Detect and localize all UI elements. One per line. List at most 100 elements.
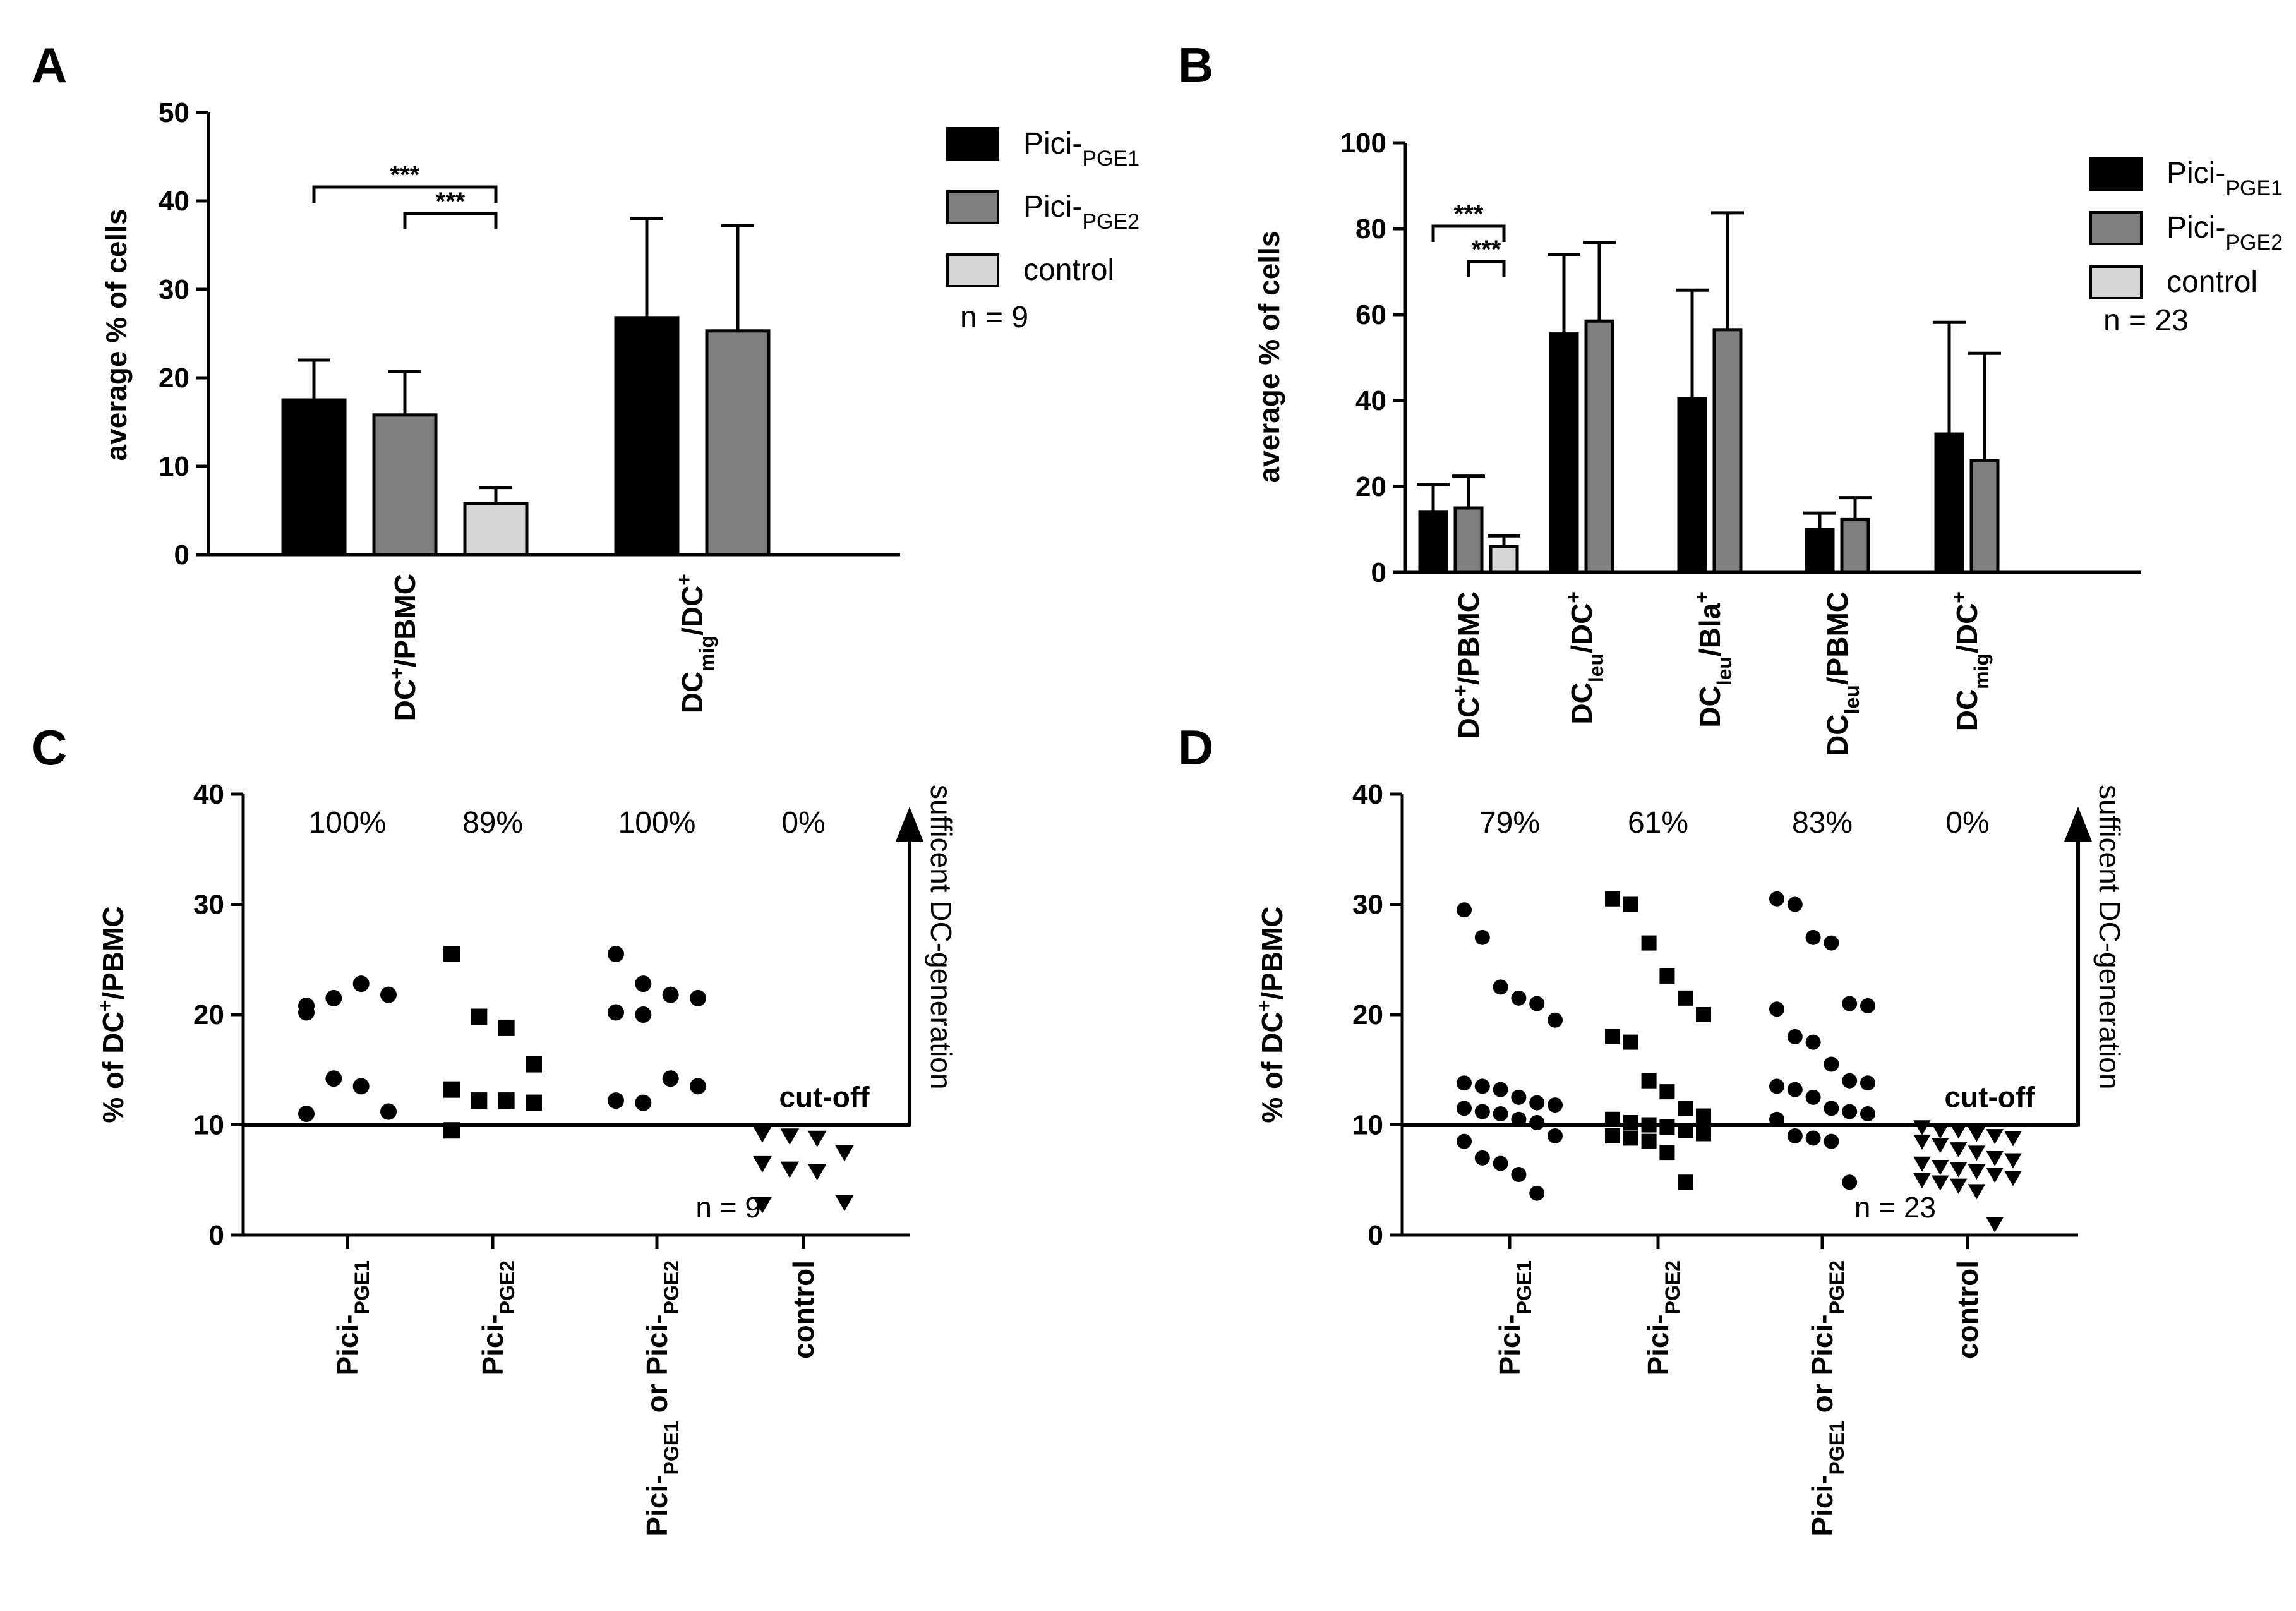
panel-c-percent-label: 100% bbox=[309, 806, 387, 840]
panel-d-point bbox=[1529, 1095, 1545, 1111]
panel-b-plot: 0 20 40 60 80 100 DC+/PBMC DCleu/DC+ DCleu/Bla+ D… bbox=[1340, 128, 2141, 756]
panel-c-percent-label: 0% bbox=[781, 806, 825, 840]
panel-c-point bbox=[807, 1164, 827, 1181]
panel-d-point bbox=[1641, 1073, 1657, 1089]
panel-d-point bbox=[1641, 1117, 1657, 1133]
panel-d-point bbox=[1787, 1029, 1803, 1044]
panel-d-point bbox=[1932, 1160, 1949, 1176]
panel-b-significance-bracket bbox=[1467, 260, 1506, 277]
panel-d-point bbox=[1805, 929, 1821, 945]
panel-c-point bbox=[753, 1126, 772, 1143]
panel-b-x-tick-label: DCleu/DC+ bbox=[1562, 591, 1608, 725]
panel-a-ylabel: average % of cells bbox=[100, 209, 133, 461]
panel-b-y-tick-label: 20 bbox=[1355, 471, 1386, 502]
panel-a-y-tick-label: 40 bbox=[159, 186, 189, 217]
panel-d-arrow-label: sufficent DC-generation bbox=[2093, 785, 2126, 1089]
panel-d-point bbox=[1474, 1150, 1490, 1166]
panel-c-point bbox=[298, 1106, 315, 1123]
panel-d-point bbox=[1659, 1119, 1675, 1135]
panel-d-y-tick-label: 40 bbox=[1352, 779, 1383, 810]
panel-d-point bbox=[1860, 1106, 1875, 1122]
panel-d-percent-label: 79% bbox=[1479, 806, 1540, 840]
panel-d-plot: 0 10 20 30 40 % of DC+/PBMC sufficent DC-gener… bbox=[1253, 779, 2126, 1536]
panel-d-point bbox=[1805, 1130, 1821, 1146]
panel-d-arrow-head bbox=[2064, 807, 2092, 842]
panel-d-point bbox=[2004, 1131, 2022, 1147]
panel-d-point bbox=[1860, 998, 1875, 1014]
panel-d-point bbox=[1949, 1123, 1968, 1139]
panel-d-point bbox=[1474, 1078, 1490, 1094]
panel-c-point bbox=[325, 989, 342, 1006]
panel-b-bar bbox=[1584, 319, 1614, 574]
panel-a-x-tick-label: DC+/PBMC bbox=[385, 574, 421, 721]
panel-d-point bbox=[1511, 1089, 1527, 1105]
panel-a-bar bbox=[281, 398, 347, 557]
panel-d-point bbox=[1913, 1173, 1931, 1188]
panel-a-y-tick-label: 10 bbox=[159, 451, 189, 482]
panel-b: B average % of cells 0 20 40 60 80 100 DC+/PBM… bbox=[1178, 37, 2283, 756]
panel-b-bar bbox=[1453, 506, 1484, 574]
panel-c-cutoff-label: cut-off bbox=[779, 1081, 870, 1114]
panel-b-y-tick-label: 60 bbox=[1355, 299, 1386, 330]
panel-c-point bbox=[443, 1081, 460, 1098]
panel-b-legend-swatch bbox=[2089, 157, 2143, 191]
panel-b-label: B bbox=[1178, 37, 1213, 93]
panel-c-y-tick-label: 10 bbox=[193, 1110, 224, 1141]
panel-d-point bbox=[1678, 990, 1693, 1006]
panel-a-significance-bracket bbox=[312, 185, 498, 203]
panel-d-point bbox=[1913, 1134, 1931, 1150]
panel-d-point bbox=[1641, 1133, 1657, 1149]
panel-b-bar bbox=[1840, 517, 1870, 574]
panel-d-point bbox=[1605, 1128, 1620, 1143]
panel-c-point bbox=[380, 1103, 397, 1120]
panel-d-point bbox=[1932, 1123, 1949, 1139]
panel-c-point bbox=[498, 1092, 515, 1109]
panel-b-legend: Pici-PGE1 Pici-PGE2 control n = 23 bbox=[2089, 157, 2283, 337]
panel-a-significance-label: *** bbox=[436, 188, 466, 215]
panel-d-point bbox=[1511, 1167, 1527, 1183]
panel-c-point bbox=[298, 1004, 315, 1021]
panel-c-label: C bbox=[32, 720, 67, 775]
panel-d-point bbox=[1493, 1155, 1508, 1171]
panel-c-point bbox=[471, 1008, 488, 1025]
panel-c: C 0 10 20 30 40 % of DC+/PBMC sufficent DC-gen… bbox=[32, 720, 958, 1536]
panel-b-legend-label: Pici-PGE2 bbox=[2167, 211, 2283, 255]
panel-c-point bbox=[635, 975, 652, 993]
panel-d-point bbox=[1623, 1115, 1638, 1131]
panel-b-significance-label: *** bbox=[1472, 236, 1501, 263]
panel-d-point bbox=[1787, 896, 1803, 912]
panel-d-point bbox=[1769, 1001, 1784, 1017]
panel-c-point bbox=[690, 1078, 706, 1095]
panel-c-point bbox=[443, 946, 460, 963]
panel-d-point bbox=[1986, 1151, 2004, 1167]
panel-b-bar bbox=[1969, 459, 2000, 574]
panel-d-point bbox=[1824, 935, 1839, 951]
panel-d-point bbox=[1968, 1126, 1986, 1142]
panel-a-y-tick-label: 20 bbox=[159, 363, 189, 394]
panel-c-x-tick-label: Pici-PGE1 or Pici-PGE2 bbox=[640, 1260, 683, 1536]
panel-d-point bbox=[1913, 1156, 1931, 1172]
panel-b-y-tick-label: 100 bbox=[1340, 128, 1386, 159]
panel-c-y-tick-label: 0 bbox=[209, 1220, 224, 1251]
panel-d-point bbox=[1623, 1034, 1638, 1050]
panel-d-point bbox=[1493, 1106, 1508, 1122]
panel-b-x-tick-label: DC+/PBMC bbox=[1449, 591, 1485, 739]
panel-b-x-tick-label: DCleu/PBMC bbox=[1821, 591, 1863, 756]
panel-d-point bbox=[1696, 1108, 1711, 1124]
panel-c-point bbox=[835, 1145, 854, 1162]
panel-d-point bbox=[1696, 1126, 1711, 1142]
panel-c-point bbox=[662, 1070, 679, 1087]
panel-d-label: D bbox=[1178, 720, 1213, 775]
panel-c-n-label: n = 9 bbox=[695, 1191, 761, 1224]
panel-c-point bbox=[753, 1155, 772, 1173]
panel-d-percent-label: 61% bbox=[1628, 806, 1688, 840]
panel-d-point bbox=[1511, 990, 1527, 1006]
panel-c-point bbox=[380, 986, 397, 1003]
panel-c-point bbox=[352, 975, 370, 993]
panel-b-legend-label: control bbox=[2167, 265, 2257, 299]
panel-c-point bbox=[526, 1094, 542, 1111]
panel-d-point bbox=[1605, 891, 1620, 907]
panel-c-point bbox=[352, 1078, 370, 1095]
panel-a-label: A bbox=[32, 37, 67, 93]
panel-a-legend-label: Pici-PGE2 bbox=[1023, 190, 1139, 234]
